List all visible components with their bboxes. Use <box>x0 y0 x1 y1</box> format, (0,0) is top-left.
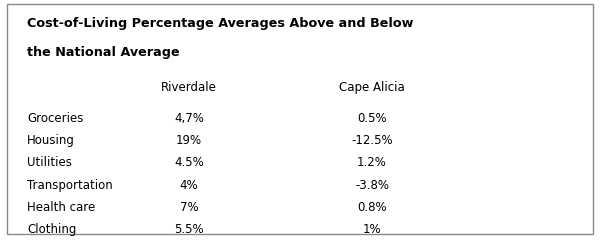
Text: Cost-of-Living Percentage Averages Above and Below: Cost-of-Living Percentage Averages Above… <box>27 17 413 30</box>
Text: Riverdale: Riverdale <box>161 81 217 94</box>
Text: 1%: 1% <box>362 223 382 236</box>
Text: 0.5%: 0.5% <box>357 112 387 125</box>
Text: -12.5%: -12.5% <box>351 134 393 147</box>
Text: Transportation: Transportation <box>27 179 113 192</box>
Text: Utilities: Utilities <box>27 156 72 169</box>
Text: -3.8%: -3.8% <box>355 179 389 192</box>
Text: 19%: 19% <box>176 134 202 147</box>
Text: 0.8%: 0.8% <box>357 201 387 214</box>
Text: Health care: Health care <box>27 201 95 214</box>
Text: 5.5%: 5.5% <box>174 223 204 236</box>
Text: 1.2%: 1.2% <box>357 156 387 169</box>
Text: 4.5%: 4.5% <box>174 156 204 169</box>
Text: the National Average: the National Average <box>27 46 179 59</box>
Text: 7%: 7% <box>179 201 199 214</box>
Text: Groceries: Groceries <box>27 112 83 125</box>
Text: Clothing: Clothing <box>27 223 76 236</box>
Text: 4%: 4% <box>179 179 199 192</box>
Text: Housing: Housing <box>27 134 75 147</box>
Text: Cape Alicia: Cape Alicia <box>339 81 405 94</box>
FancyBboxPatch shape <box>7 4 593 234</box>
Text: 4,7%: 4,7% <box>174 112 204 125</box>
